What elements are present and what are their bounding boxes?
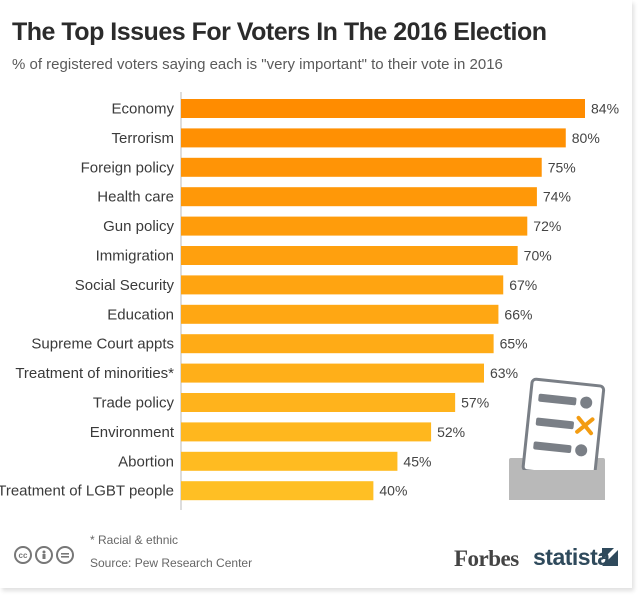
value-label: 57% [461, 395, 489, 411]
value-label: 52% [437, 424, 465, 440]
source-note: Source: Pew Research Center [90, 556, 253, 570]
category-label: Immigration [96, 248, 174, 265]
footnote: * Racial & ethnic [90, 533, 179, 547]
bar [181, 481, 374, 501]
value-label: 80% [572, 130, 600, 146]
category-label: Foreign policy [81, 159, 175, 176]
category-label: Treatment of minorities* [15, 365, 174, 382]
value-label: 63% [490, 365, 518, 381]
bar-chart: Economy 84% Terrorism 80% Foreign policy 75% H… [0, 92, 619, 510]
forbes-logo: Forbes [454, 546, 519, 571]
bar [181, 157, 542, 177]
no-derivatives-icon [56, 546, 74, 564]
category-label: Treatment of LGBT people [0, 483, 174, 500]
bar [181, 99, 585, 118]
category-label: Health care [97, 189, 174, 206]
ballot-icon [505, 372, 615, 512]
value-label: 75% [548, 159, 576, 175]
category-label: Supreme Court appts [31, 336, 174, 353]
bar [181, 334, 494, 354]
bar [181, 187, 537, 207]
bar [181, 246, 518, 265]
bar [181, 275, 504, 295]
value-label: 40% [379, 483, 407, 499]
statista-logo: statista [533, 544, 610, 570]
license-icons: cc [14, 546, 74, 564]
value-label: 70% [524, 248, 552, 264]
bar [181, 363, 484, 383]
value-label: 74% [543, 189, 571, 205]
chart-title: The Top Issues For Voters In The 2016 El… [12, 18, 547, 46]
bar [181, 393, 456, 412]
value-label: 65% [500, 336, 528, 352]
category-label: Trade policy [93, 395, 175, 412]
creative-commons-icon: cc [14, 546, 32, 564]
category-label: Abortion [118, 453, 174, 470]
value-label: 66% [504, 306, 532, 322]
category-label: Economy [111, 101, 174, 118]
value-label: 72% [533, 218, 561, 234]
bar [181, 128, 566, 148]
chart-subtitle: % of registered voters saying each is "v… [12, 56, 503, 73]
bar [181, 422, 432, 442]
category-label: Gun policy [103, 218, 174, 235]
attribution-icon [35, 546, 53, 564]
value-label: 84% [591, 101, 619, 117]
category-label: Environment [90, 424, 175, 441]
bar [181, 451, 398, 471]
category-label: Education [107, 306, 174, 323]
value-label: 67% [509, 277, 537, 293]
statista-logo-icon [600, 546, 620, 573]
bar [181, 216, 528, 236]
value-label: 45% [403, 453, 431, 469]
bar [181, 304, 499, 324]
category-label: Social Security [75, 277, 175, 294]
category-label: Terrorism [112, 130, 175, 147]
